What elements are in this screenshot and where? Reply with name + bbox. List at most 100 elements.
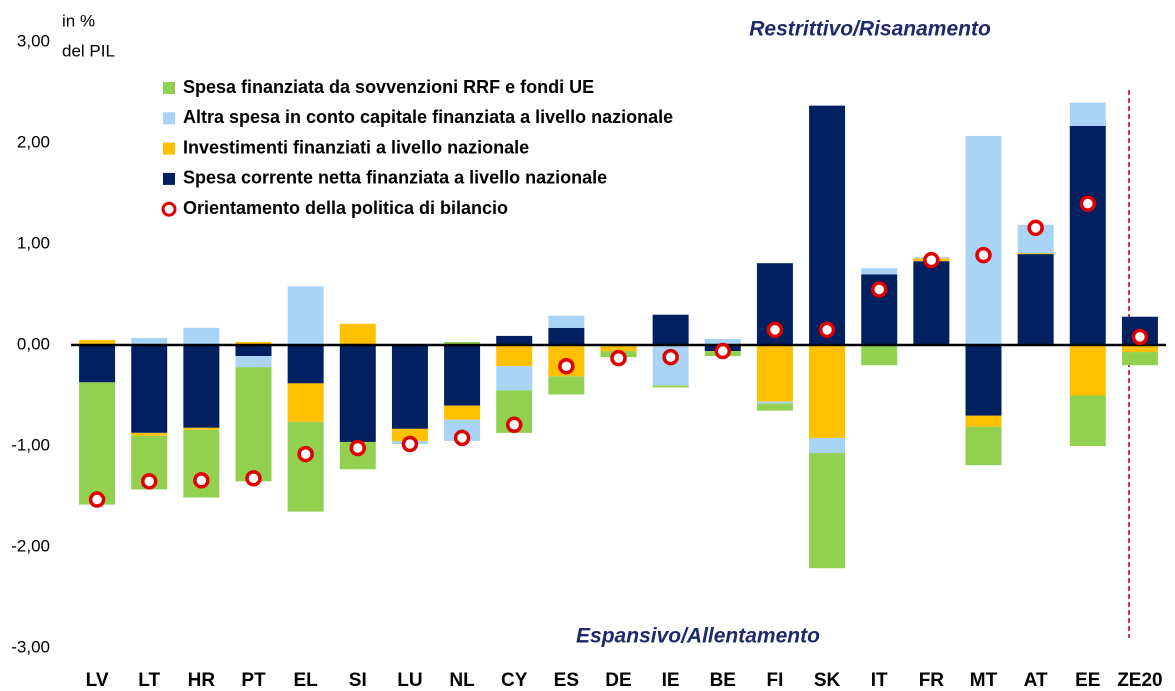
legend-marker	[161, 201, 177, 217]
bar-segment	[79, 339, 116, 345]
dot	[975, 246, 992, 264]
bar-segment	[287, 383, 324, 422]
bar-segment	[496, 345, 533, 367]
bar-segment	[1069, 102, 1106, 126]
bar-segment	[235, 367, 272, 482]
bar-segment	[79, 382, 116, 505]
y-axis-label: in %	[62, 11, 95, 30]
bar-segment	[965, 426, 1002, 466]
bar-segment	[1069, 395, 1106, 446]
bar-segment	[391, 345, 428, 429]
x-tick-label: IT	[871, 670, 888, 691]
legend-marker	[163, 82, 175, 94]
x-tick-label: AT	[1024, 670, 1048, 691]
dot	[140, 473, 158, 490]
x-tick-label: IE	[662, 670, 680, 691]
bar-segment	[809, 105, 846, 345]
bar-segment	[809, 345, 846, 438]
bar-segment	[1069, 125, 1106, 345]
legend-label: Orientamento della politica di bilancio	[183, 198, 508, 218]
bar-segment	[391, 428, 428, 441]
bar-segment	[235, 341, 272, 345]
bar-segment	[652, 314, 689, 345]
bar-segment	[548, 376, 585, 395]
dot	[558, 357, 575, 375]
dot	[662, 348, 679, 366]
legend-marker	[163, 112, 175, 125]
legend-marker	[163, 172, 175, 185]
bar-segment	[600, 345, 637, 352]
bar-segment	[704, 338, 741, 345]
dot	[401, 435, 419, 453]
dot	[923, 251, 940, 269]
y-tick-label: 3,00	[17, 31, 50, 50]
x-tick-label: LU	[397, 670, 422, 691]
bar-segment	[1017, 253, 1054, 255]
annotation: Restrittivo/Risanamento	[749, 18, 991, 41]
bar-segment	[965, 135, 1002, 345]
x-tick-label: DE	[605, 670, 631, 691]
bar-segment	[1069, 345, 1106, 396]
y-tick-label: -1,00	[11, 435, 50, 454]
x-tick-label: FI	[766, 670, 783, 691]
legend-label: Spesa finanziata da sovvenzioni RRF e fo…	[183, 77, 594, 97]
dot	[245, 470, 262, 487]
x-tick-label: PT	[241, 670, 266, 691]
bar-segment	[444, 405, 481, 420]
y-tick-label: 2,00	[17, 132, 50, 151]
bar-segment	[548, 327, 585, 345]
bar-segment	[131, 337, 168, 345]
bar-segment	[339, 345, 376, 442]
x-tick-label: BE	[710, 670, 736, 691]
bar-segment	[444, 341, 481, 345]
dot	[610, 349, 627, 367]
bar-segment	[287, 286, 324, 345]
dot	[505, 416, 523, 434]
bar-segment	[913, 261, 950, 345]
legend-marker	[163, 142, 175, 155]
bar-segment	[965, 415, 1002, 427]
legend-label: Altra spesa in conto capitale finanziata…	[183, 107, 673, 127]
x-tick-label: SK	[814, 670, 841, 691]
bar-segment	[548, 315, 585, 328]
bar-segment	[444, 345, 481, 406]
x-tick-label: ES	[554, 670, 579, 691]
dot	[297, 445, 314, 463]
bar-segment	[861, 345, 898, 366]
dot	[714, 342, 732, 360]
bar-segment	[756, 403, 793, 411]
x-tick-label: EE	[1075, 670, 1100, 691]
bar-segment	[809, 437, 846, 454]
bar-segment	[131, 432, 168, 436]
y-tick-label: -3,00	[11, 637, 50, 656]
bar-segment	[235, 345, 272, 357]
x-tick-label: SI	[349, 670, 367, 691]
bar-segment	[1121, 352, 1158, 366]
x-tick-label: CY	[501, 670, 528, 691]
x-tick-label: NL	[449, 670, 475, 691]
bar-segment	[183, 345, 220, 428]
x-tick-label: ZE20	[1117, 670, 1162, 691]
dot	[349, 439, 367, 457]
bar-segment	[183, 327, 220, 345]
dot	[818, 321, 836, 339]
bar-segment	[287, 421, 324, 512]
bar-segment	[756, 345, 793, 402]
bar-segment	[496, 366, 533, 391]
bar-segment	[1121, 345, 1158, 353]
x-tick-label: HR	[188, 670, 216, 691]
dot	[1079, 195, 1097, 212]
legend-label: Investimenti finanziati a livello nazion…	[183, 137, 529, 157]
dot	[453, 429, 471, 447]
dot	[766, 321, 784, 339]
x-tick-label: FR	[919, 670, 945, 691]
dot	[1027, 219, 1044, 237]
y-tick-label: -2,00	[11, 536, 50, 555]
x-tick-label: LV	[86, 670, 109, 691]
annotation: Espansivo/Allentamento	[576, 625, 820, 648]
bar-segment	[756, 401, 793, 404]
bar-segment	[496, 335, 533, 345]
legend-label: Spesa corrente netta finanziata a livell…	[183, 168, 607, 188]
x-tick-label: MT	[970, 670, 998, 691]
